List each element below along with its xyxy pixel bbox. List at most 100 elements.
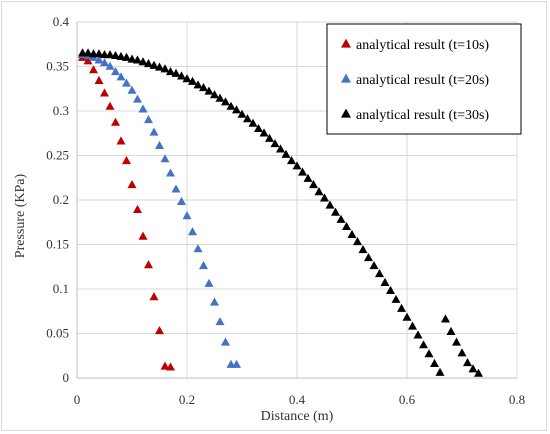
data-point bbox=[204, 86, 214, 95]
series-2 bbox=[78, 50, 241, 368]
data-point bbox=[276, 144, 285, 153]
y-tick-label: 0.05 bbox=[46, 326, 69, 341]
data-point bbox=[133, 55, 142, 64]
data-point bbox=[364, 252, 373, 262]
x-tick-label: 0.2 bbox=[179, 392, 195, 407]
data-point bbox=[199, 261, 208, 270]
x-tick-label: 0.6 bbox=[399, 392, 416, 407]
data-point bbox=[331, 207, 340, 216]
data-point bbox=[100, 58, 109, 67]
data-point bbox=[83, 56, 93, 65]
data-point bbox=[116, 136, 126, 145]
data-point bbox=[265, 133, 274, 142]
data-point bbox=[342, 221, 351, 230]
data-point bbox=[215, 317, 225, 326]
legend-entry-1: analytical result (t=10s) bbox=[341, 38, 489, 53]
data-point bbox=[215, 93, 225, 102]
x-tick-label: 0.8 bbox=[509, 392, 525, 407]
data-point bbox=[94, 75, 104, 84]
data-point bbox=[232, 359, 241, 368]
data-point bbox=[221, 97, 230, 106]
legend-marker bbox=[341, 108, 351, 118]
y-tick-label: 0.2 bbox=[53, 192, 69, 207]
data-point bbox=[122, 52, 131, 61]
data-point bbox=[166, 362, 175, 371]
data-point bbox=[446, 326, 456, 335]
legend-box bbox=[326, 23, 522, 135]
data-point bbox=[166, 66, 175, 76]
data-point bbox=[259, 128, 269, 137]
data-point bbox=[188, 76, 197, 85]
data-point bbox=[391, 294, 401, 303]
data-point bbox=[248, 118, 258, 127]
legend-entry-3: analytical result (t=30s) bbox=[341, 108, 489, 123]
data-point bbox=[138, 104, 148, 113]
data-point bbox=[237, 109, 247, 118]
data-point bbox=[149, 127, 159, 136]
data-point bbox=[177, 196, 186, 206]
data-point bbox=[144, 115, 153, 124]
data-point bbox=[193, 244, 203, 253]
data-point bbox=[210, 90, 219, 99]
data-point bbox=[369, 261, 379, 270]
data-point bbox=[347, 229, 357, 238]
x-tick-labels: 0 0.2 0.4 0.6 0.8 bbox=[74, 392, 525, 407]
data-point bbox=[94, 55, 104, 64]
data-point bbox=[413, 330, 423, 339]
data-point bbox=[144, 260, 153, 269]
data-point bbox=[138, 57, 148, 66]
data-point bbox=[100, 88, 109, 97]
legend-entry-2: analytical result (t=20s) bbox=[341, 73, 489, 88]
legend-marker bbox=[341, 38, 351, 48]
data-point bbox=[353, 236, 362, 246]
data-point bbox=[122, 78, 131, 87]
y-tick-label: 0 bbox=[63, 370, 70, 385]
data-point bbox=[380, 277, 390, 287]
series-3 bbox=[78, 48, 483, 377]
data-point bbox=[221, 337, 230, 346]
data-point bbox=[468, 364, 478, 373]
x-tick-label: 0.4 bbox=[289, 392, 306, 407]
data-point bbox=[105, 50, 115, 59]
data-point bbox=[116, 51, 126, 60]
data-point bbox=[309, 180, 318, 189]
data-point bbox=[127, 180, 137, 189]
y-tick-label: 0.35 bbox=[46, 59, 69, 74]
data-point bbox=[193, 80, 203, 89]
data-point bbox=[199, 83, 208, 92]
data-point bbox=[177, 71, 186, 80]
data-point bbox=[463, 358, 472, 367]
legend-label: analytical result (t=30s) bbox=[356, 108, 489, 123]
data-point bbox=[287, 155, 296, 165]
legend-marker bbox=[341, 73, 351, 83]
data-point bbox=[160, 361, 170, 370]
data-point bbox=[243, 114, 252, 123]
y-tick-label: 0.15 bbox=[46, 237, 69, 252]
data-point bbox=[171, 184, 181, 193]
data-point bbox=[358, 244, 368, 254]
data-point bbox=[474, 368, 483, 377]
data-point bbox=[105, 101, 115, 110]
data-point bbox=[160, 64, 170, 73]
data-point bbox=[182, 74, 192, 83]
data-point bbox=[155, 62, 164, 71]
data-point bbox=[89, 65, 98, 74]
legend: analytical result (t=10s) analytical resu… bbox=[326, 23, 522, 135]
data-point bbox=[111, 117, 120, 126]
data-point bbox=[155, 140, 164, 149]
data-point bbox=[155, 325, 164, 335]
data-point bbox=[111, 50, 120, 60]
y-tick-labels: 0 0.05 0.1 0.15 0.2 0.25 0.3 0.35 0.4 bbox=[46, 14, 69, 385]
data-point bbox=[320, 193, 329, 202]
data-point bbox=[441, 314, 450, 323]
series-1 bbox=[78, 52, 175, 371]
y-tick-label: 0.3 bbox=[53, 103, 69, 118]
data-point bbox=[144, 58, 153, 68]
y-axis-title: Pressure (KPa) bbox=[13, 173, 28, 258]
data-series bbox=[78, 48, 483, 377]
data-point bbox=[232, 105, 241, 114]
data-point bbox=[397, 303, 406, 312]
data-point bbox=[105, 61, 115, 70]
axes bbox=[76, 22, 517, 379]
